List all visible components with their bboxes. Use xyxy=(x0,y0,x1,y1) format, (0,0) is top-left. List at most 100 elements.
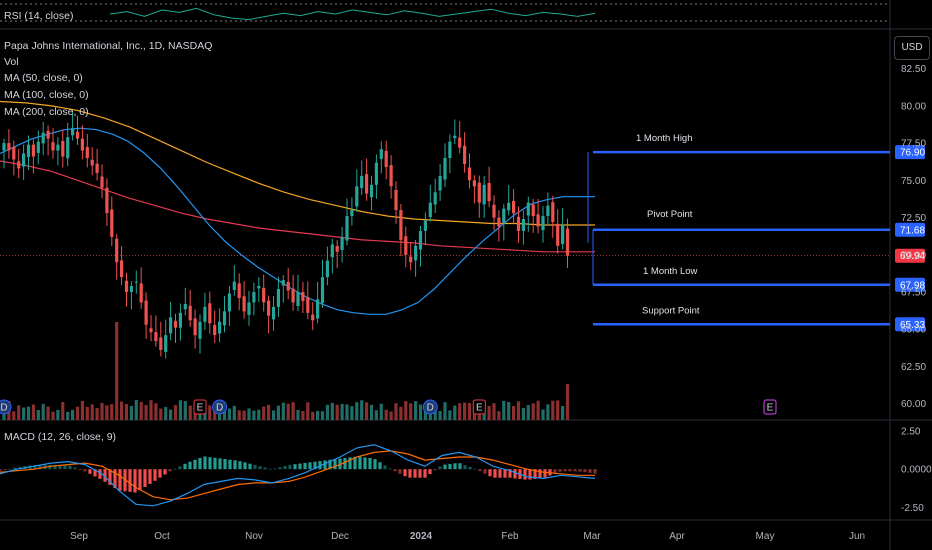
macd-histogram-bar xyxy=(153,469,157,481)
candle-body xyxy=(173,320,178,328)
macd-histogram-bar xyxy=(183,463,187,470)
volume-bar xyxy=(389,411,393,420)
volume-bar xyxy=(252,410,256,420)
volume-bar xyxy=(443,402,447,420)
macd-histogram-bar xyxy=(373,459,377,470)
macd-histogram-bar xyxy=(88,469,92,474)
macd-histogram-bar xyxy=(453,463,457,470)
macd-histogram-bar xyxy=(363,457,367,470)
event-letter: E xyxy=(197,403,204,414)
macd-tick-label: 2.50 xyxy=(901,427,921,438)
candle-body xyxy=(389,165,393,187)
candle-body xyxy=(90,159,94,166)
earnings-marker xyxy=(763,399,777,415)
candle-body xyxy=(115,238,119,263)
macd-histogram-bar xyxy=(438,466,442,470)
candle-body xyxy=(41,132,45,144)
volume-bar xyxy=(124,404,129,420)
candle-body xyxy=(472,180,476,187)
macd-histogram-bar xyxy=(348,457,352,470)
macd-histogram-bar xyxy=(178,466,182,470)
macd-histogram-bar xyxy=(393,469,397,472)
candle-body xyxy=(242,296,246,312)
candle-body xyxy=(502,208,506,223)
candle-body xyxy=(350,210,354,217)
macd-histogram-bar xyxy=(423,469,427,478)
price-tick-label: 82.50 xyxy=(901,64,926,75)
candle-body xyxy=(374,162,378,185)
macd-histogram-bar xyxy=(543,469,547,478)
volume-bar xyxy=(512,406,516,420)
macd-histogram-bar xyxy=(53,464,57,470)
macd-histogram-bar xyxy=(523,469,527,480)
price-tick-label: 80.00 xyxy=(901,101,926,112)
volume-bar xyxy=(546,404,550,420)
candle-body xyxy=(159,337,163,350)
volume-bar xyxy=(301,411,305,420)
candle-body xyxy=(75,131,80,139)
level-annotation: Support Point xyxy=(642,305,700,316)
price-tick-label: 65.00 xyxy=(901,325,926,336)
candle-body xyxy=(154,332,158,342)
macd-histogram-bar xyxy=(318,461,322,470)
volume-bar xyxy=(71,409,75,420)
macd-histogram-bar xyxy=(68,465,72,470)
volume-bar xyxy=(120,401,124,420)
candle-body xyxy=(31,144,35,157)
macd-histogram-bar xyxy=(353,456,357,470)
level-tag-text: 76.90 xyxy=(900,148,925,159)
candle-body xyxy=(164,335,168,352)
macd-histogram-bar xyxy=(508,469,512,478)
vol-label: Vol xyxy=(4,56,19,68)
candle-body xyxy=(384,150,388,167)
macd-histogram-bar xyxy=(488,469,492,477)
macd-histogram-bar xyxy=(73,467,77,470)
candle-body xyxy=(183,303,187,310)
macd-histogram-bar xyxy=(288,464,292,470)
macd-histogram-bar xyxy=(188,461,192,470)
volume-bar xyxy=(320,411,325,420)
volume-bar xyxy=(536,400,540,420)
candle-body xyxy=(56,144,60,151)
candle-body xyxy=(492,204,496,218)
macd-histogram-bar xyxy=(278,467,282,470)
volume-bar xyxy=(208,405,212,420)
macd-tick-label: -2.50 xyxy=(901,503,924,514)
macd-histogram-bar xyxy=(428,469,432,474)
candle-body xyxy=(252,292,256,303)
candle-body xyxy=(71,128,75,136)
candle-body xyxy=(51,142,55,151)
candle-body xyxy=(286,281,290,291)
volume-bars xyxy=(2,322,570,420)
volume-bar xyxy=(36,410,40,420)
level-tag-text: 65.33 xyxy=(900,320,925,331)
macd-histogram-bar xyxy=(578,469,582,472)
time-tick-label: Mar xyxy=(583,531,601,542)
volume-bar xyxy=(423,405,427,420)
volume-bar xyxy=(149,400,153,420)
candle-body xyxy=(100,176,104,188)
level-annotation: 1 Month High xyxy=(636,133,693,144)
time-tick-label: Nov xyxy=(245,531,263,542)
candle-body xyxy=(134,281,138,283)
candle-body xyxy=(281,280,285,286)
macd-histogram-bar xyxy=(293,464,297,470)
candle-body xyxy=(482,184,486,205)
volume-bar xyxy=(164,407,168,420)
candle-body xyxy=(198,321,202,339)
candle-body xyxy=(124,280,129,292)
volume-bar xyxy=(516,401,521,420)
volume-bar xyxy=(232,405,236,420)
candle-body xyxy=(399,210,403,240)
candle-body xyxy=(418,231,423,250)
volume-bar xyxy=(492,403,496,420)
candle-body xyxy=(526,202,530,216)
volume-bar xyxy=(340,403,344,420)
macd-histogram-bar xyxy=(63,464,67,470)
volume-bar xyxy=(467,403,472,420)
macd-histogram-bar xyxy=(8,468,12,470)
currency-button[interactable]: USD xyxy=(894,36,930,60)
candle-body xyxy=(237,283,241,298)
volume-bar xyxy=(355,402,359,420)
